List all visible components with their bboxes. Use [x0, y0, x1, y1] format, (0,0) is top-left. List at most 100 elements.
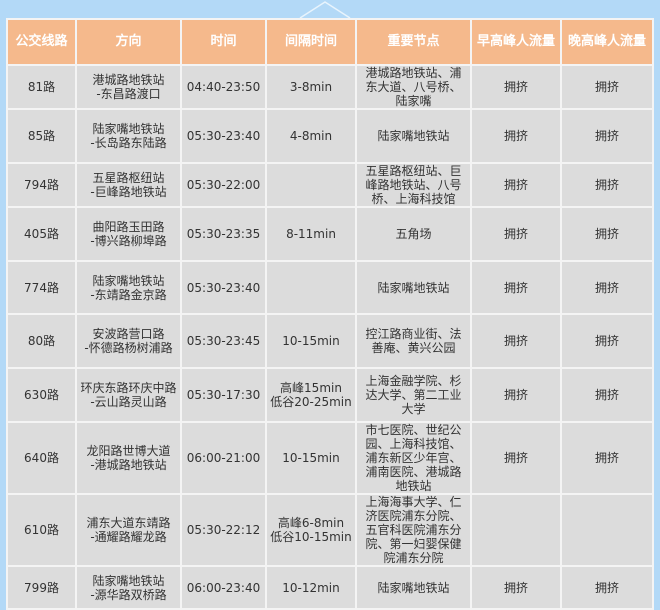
table-row: 405路 曲阳路玉田路 -博兴路柳埠路 05:30-23:35 8-11min 五角场 拥挤… — [6, 206, 654, 262]
am-peak-cell: 拥挤 — [470, 162, 562, 208]
line-cell: 610路 — [6, 493, 77, 567]
pm-peak-cell: 拥挤 — [560, 367, 654, 423]
interval-cell — [265, 162, 357, 208]
time-text: 06:00-21:00 — [186, 451, 261, 465]
pm-text: 拥挤 — [594, 227, 619, 241]
pm-peak-cell: 拥挤 — [560, 108, 654, 164]
column-header: 公交线路 — [6, 18, 77, 66]
direction-cell: 安波路营口路 -怀德路杨树浦路 — [75, 313, 182, 369]
interval1-text: 10-12min — [282, 580, 340, 595]
interval-cell: 3-8min — [265, 64, 357, 110]
am-peak-cell — [470, 493, 562, 567]
time-text: 05:30-23:40 — [186, 129, 261, 143]
dir2-text: -巨峰路地铁站 — [90, 185, 167, 199]
direction-cell: 浦东大道东靖路 -通耀路耀龙路 — [75, 493, 182, 567]
nodes-text: 五星路枢纽站、巨峰路地铁站、八号桥、上海科技馆 — [365, 164, 462, 206]
am-peak-cell: 拥挤 — [470, 260, 562, 315]
column-header: 间隔时间 — [265, 18, 357, 66]
column-header: 早高峰人流量 — [470, 18, 562, 66]
am-text: 拥挤 — [503, 80, 528, 94]
interval-cell: 10-15min — [265, 421, 357, 495]
time-cell: 04:40-23:50 — [180, 64, 267, 110]
am-peak-cell: 拥挤 — [470, 367, 562, 423]
nodes-cell: 五星路枢纽站、巨峰路地铁站、八号桥、上海科技馆 — [355, 162, 472, 208]
line-text: 774路 — [24, 280, 59, 295]
interval1-text: 10-15min — [282, 451, 340, 465]
interval1-text: 高峰15min — [280, 381, 342, 395]
line-text: 794路 — [24, 178, 59, 192]
interval2-text: 低谷20-25min — [270, 395, 352, 409]
interval-cell — [265, 260, 357, 315]
pm-peak-cell: 拥挤 — [560, 64, 654, 110]
line-cell: 85路 — [6, 108, 77, 164]
line-cell: 799路 — [6, 565, 77, 610]
table-row: 794路 五星路枢纽站 -巨峰路地铁站 05:30-22:00 五星路枢纽站、巨峰路地铁… — [6, 162, 654, 208]
am-text: 拥挤 — [503, 227, 528, 241]
pm-peak-cell: 拥挤 — [560, 162, 654, 208]
bus-route-table: 公交线路 方向 时间 间隔时间 重要节点 早高峰人流量 晚高峰人流量 81路 港城路地铁站 -东… — [6, 18, 654, 610]
time-cell: 05:30-17:30 — [180, 367, 267, 423]
am-text: 拥挤 — [503, 280, 528, 295]
time-text: 05:30-22:00 — [186, 178, 261, 192]
column-header: 晚高峰人流量 — [560, 18, 654, 66]
interval1-text: 4-8min — [289, 129, 333, 143]
line-text: 81路 — [27, 80, 56, 94]
dir2-text: -通耀路耀龙路 — [90, 530, 167, 544]
direction-cell: 龙阳路世博大道 -港城路地铁站 — [75, 421, 182, 495]
pm-peak-cell: 拥挤 — [560, 421, 654, 495]
dir1-text: 龙阳路世博大道 — [86, 444, 171, 458]
dir1-text: 安波路营口路 — [92, 327, 165, 341]
interval1-text: 8-11min — [286, 227, 336, 241]
interval1-text: 高峰6-8min — [277, 516, 345, 530]
am-text: 拥挤 — [503, 178, 528, 192]
table-row: 774路 陆家嘴地铁站 -东靖路金京路 05:30-23:40 陆家嘴地铁站 拥挤 拥挤 — [6, 260, 654, 315]
time-cell: 05:30-22:12 — [180, 493, 267, 567]
am-text: 拥挤 — [503, 334, 528, 348]
dir1-text: 陆家嘴地铁站 — [92, 122, 165, 136]
table-row: 640路 龙阳路世博大道 -港城路地铁站 06:00-21:00 10-15min 市七医… — [6, 421, 654, 495]
time-cell: 05:30-23:35 — [180, 206, 267, 262]
time-cell: 06:00-21:00 — [180, 421, 267, 495]
pm-text: 拥挤 — [594, 334, 619, 348]
direction-cell: 陆家嘴地铁站 -源华路双桥路 — [75, 565, 182, 610]
line-text: 799路 — [24, 580, 59, 595]
nodes-text: 控江路商业街、法善庵、黄兴公园 — [365, 327, 462, 355]
line-cell: 794路 — [6, 162, 77, 208]
am-text: 拥挤 — [503, 451, 528, 465]
pm-peak-cell: 拥挤 — [560, 313, 654, 369]
table-header-row: 公交线路 方向 时间 间隔时间 重要节点 早高峰人流量 晚高峰人流量 — [6, 18, 654, 66]
table-row: 610路 浦东大道东靖路 -通耀路耀龙路 05:30-22:12 高峰6-8min 低谷1… — [6, 493, 654, 567]
direction-cell: 陆家嘴地铁站 -长岛路东陆路 — [75, 108, 182, 164]
dir2-text: -怀德路杨树浦路 — [84, 341, 173, 355]
line-text: 610路 — [24, 523, 59, 537]
nodes-cell: 陆家嘴地铁站 — [355, 108, 472, 164]
pm-text: 拥挤 — [594, 451, 619, 465]
pm-peak-cell: 拥挤 — [560, 565, 654, 610]
nodes-text: 市七医院、世纪公园、上海科技馆、浦东新区少年宫、浦南医院、港城路地铁站 — [365, 423, 462, 493]
am-peak-cell: 拥挤 — [470, 64, 562, 110]
column-header: 重要节点 — [355, 18, 472, 66]
nodes-cell: 上海金融学院、杉达大学、第二工业大学 — [355, 367, 472, 423]
time-cell: 05:30-23:40 — [180, 260, 267, 315]
line-cell: 80路 — [6, 313, 77, 369]
pm-text: 拥挤 — [594, 580, 619, 595]
nodes-text: 五角场 — [395, 227, 432, 241]
line-text: 405路 — [24, 227, 59, 241]
nodes-cell: 五角场 — [355, 206, 472, 262]
time-cell: 05:30-22:00 — [180, 162, 267, 208]
pm-text: 拥挤 — [594, 129, 619, 143]
dir2-text: -东靖路金京路 — [90, 287, 167, 302]
time-text: 05:30-23:35 — [186, 227, 261, 241]
am-peak-cell: 拥挤 — [470, 313, 562, 369]
nodes-text: 陆家嘴地铁站 — [377, 280, 450, 295]
interval2-text: 低谷10-15min — [270, 530, 352, 544]
time-text: 06:00-23:40 — [186, 580, 261, 595]
dir2-text: -东昌路渡口 — [96, 87, 161, 101]
line-text: 80路 — [27, 334, 56, 348]
dir1-text: 环庆东路环庆中路 — [80, 381, 177, 395]
am-text: 拥挤 — [503, 580, 528, 595]
direction-cell: 曲阳路玉田路 -博兴路柳埠路 — [75, 206, 182, 262]
dir2-text: -港城路地铁站 — [90, 458, 167, 472]
table-row: 630路 环庆东路环庆中路 -云山路灵山路 05:30-17:30 高峰15min 低谷2… — [6, 367, 654, 423]
column-header: 方向 — [75, 18, 182, 66]
